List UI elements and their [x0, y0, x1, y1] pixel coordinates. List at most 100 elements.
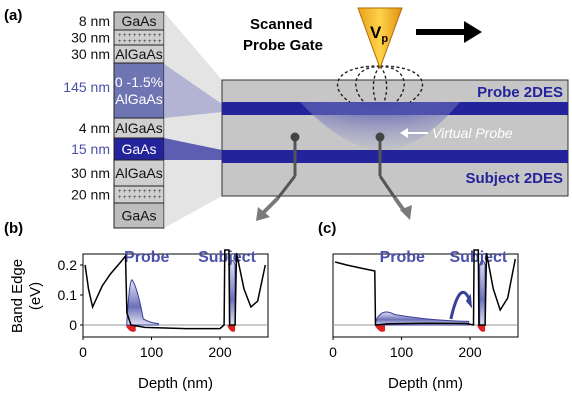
subject-wavefunction [229, 260, 236, 326]
dopant-mark: + [138, 33, 142, 39]
gate-title-line2: Probe Gate [243, 37, 323, 54]
xtick-label: 0 [79, 344, 87, 360]
band-edge-curve [84, 249, 267, 330]
layer-thickness-label: 30 nm [71, 165, 110, 181]
scan-direction-arrow [416, 21, 482, 43]
arrow-to-panel-c [393, 196, 412, 220]
scanned-probe-tip: Vp [357, 7, 403, 70]
virtual-probe-arrow [400, 128, 428, 138]
layer-material-label: AlGaAs [115, 91, 162, 107]
occupied-state-fill [227, 325, 236, 332]
dopant-mark: + [153, 39, 157, 45]
layer-8 [113, 202, 165, 229]
dopant-mark: + [133, 33, 137, 39]
dopant-mark: + [123, 39, 127, 45]
dopant-mark: + [148, 33, 152, 39]
occupied-state-fill [375, 325, 386, 332]
dopant-mark: + [118, 195, 122, 201]
dopant-mark: + [123, 33, 127, 39]
layer-material-label: AlGaAs [115, 165, 162, 181]
dopant-mark: + [158, 189, 162, 195]
subject-contact [375, 132, 397, 199]
ytick-label: 0.2 [58, 257, 78, 273]
dopant-mark: + [153, 189, 157, 195]
xtick-label: 0 [329, 344, 337, 360]
band-edge-curve [334, 249, 517, 326]
layer-thickness-label: 15 nm [71, 141, 110, 157]
dopant-mark: + [123, 195, 127, 201]
probe-contact [276, 132, 300, 199]
plot-frame [332, 253, 519, 338]
dopant-mark: + [133, 195, 137, 201]
xtick-label: 100 [140, 344, 164, 360]
layer-material-label: AlGaAs [115, 120, 162, 136]
layer-6 [113, 159, 165, 187]
panel-label-a: (a) [4, 7, 22, 24]
arrow-to-panel-b [256, 196, 280, 221]
dopant-mark: + [143, 189, 147, 195]
y-axis-label: Band Edge(eV) [9, 259, 44, 333]
dopant-mark: + [138, 189, 142, 195]
layer-material-label: GaAs [121, 141, 156, 157]
panel-label-b: (b) [4, 220, 23, 237]
gate-voltage-label: Vp [370, 23, 388, 45]
probe-projection [164, 64, 222, 118]
dopant-mark: + [158, 39, 162, 45]
tunneling-arrow [449, 290, 472, 320]
dopant-mark: + [133, 39, 137, 45]
sample-device: Probe 2DES Subject 2DES Virtual Probe [221, 79, 569, 199]
dopant-mark: + [128, 33, 132, 39]
dopant-mark: + [128, 195, 132, 201]
layer-material-label: AlGaAs [115, 46, 162, 62]
band-plot-b: 0.2 0.1 0 Band Edge(eV) 0 100 200 Depth (nm) Pro… [9, 249, 269, 392]
layer-thickness-label: 20 nm [71, 187, 110, 203]
layer-material-label: GaAs [121, 208, 156, 224]
dopant-mark: + [143, 33, 147, 39]
subject-2des-layer [222, 150, 568, 163]
subject-2des-label: Subject 2DES [465, 170, 563, 187]
layer-material-label: GaAs [121, 13, 156, 29]
probe-wavefunction [126, 279, 159, 326]
dopant-mark: + [148, 195, 152, 201]
gate-field-lines [336, 65, 424, 103]
xtick-label: 200 [208, 344, 232, 360]
layer-thickness-label: 145 nm [63, 79, 110, 95]
dopant-mark: + [138, 195, 142, 201]
dopant-mark: + [133, 189, 137, 195]
tunneling-arrowhead [465, 293, 473, 309]
xtick-label: 100 [390, 344, 414, 360]
dopant-mark: + [158, 195, 162, 201]
layer-thickness-label: 8 nm [79, 13, 110, 29]
dopant-mark: + [153, 195, 157, 201]
virtual-probe-depletion [300, 102, 460, 150]
virtual-probe-label: Virtual Probe [432, 125, 513, 141]
dopant-mark: + [118, 39, 122, 45]
occupied-state-fill [126, 325, 136, 332]
dopant-mark: + [118, 33, 122, 39]
layer-thickness-label: 30 nm [71, 46, 110, 62]
legend-probe: Probe [124, 249, 169, 266]
panel-label-c: (c) [318, 220, 336, 237]
layer-3 [113, 62, 165, 119]
dopant-mark: + [158, 33, 162, 39]
subject-wavefunction [479, 260, 486, 326]
dopant-mark: + [143, 195, 147, 201]
subject-projection [164, 138, 222, 160]
ytick-label: 0.1 [58, 287, 78, 303]
gate-title-line1: Scanned [250, 16, 313, 33]
dopant-mark: + [143, 39, 147, 45]
x-axis-label: Depth (nm) [388, 375, 463, 392]
dopant-mark: + [148, 39, 152, 45]
probe-wavefunction [374, 311, 470, 326]
x-axis-label: Depth (nm) [138, 375, 213, 392]
layer-thickness-label: 4 nm [79, 120, 110, 136]
dopant-mark: + [138, 39, 142, 45]
projection-shade [164, 12, 222, 228]
dopant-mark: + [123, 189, 127, 195]
dopant-mark: + [128, 189, 132, 195]
layer-material-label: 0 -1.5% [115, 74, 163, 90]
dopant-mark: + [153, 33, 157, 39]
